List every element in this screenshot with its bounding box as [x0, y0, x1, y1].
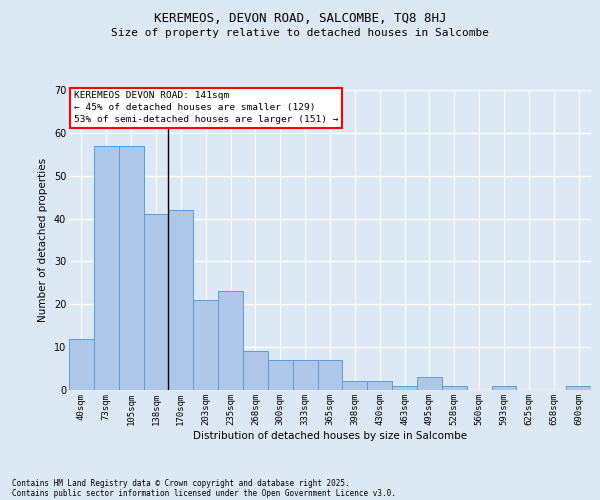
Text: KEREMEOS, DEVON ROAD, SALCOMBE, TQ8 8HJ: KEREMEOS, DEVON ROAD, SALCOMBE, TQ8 8HJ	[154, 12, 446, 26]
Bar	[218, 292, 243, 390]
Bar	[293, 360, 317, 390]
Y-axis label: Number of detached properties: Number of detached properties	[38, 158, 48, 322]
Text: Contains public sector information licensed under the Open Government Licence v3: Contains public sector information licen…	[12, 488, 396, 498]
Bar	[367, 382, 392, 390]
Text: Size of property relative to detached houses in Salcombe: Size of property relative to detached ho…	[111, 28, 489, 38]
X-axis label: Distribution of detached houses by size in Salcombe: Distribution of detached houses by size …	[193, 430, 467, 440]
Bar	[69, 338, 94, 390]
Bar	[417, 377, 442, 390]
Text: KEREMEOS DEVON ROAD: 141sqm
← 45% of detached houses are smaller (129)
53% of se: KEREMEOS DEVON ROAD: 141sqm ← 45% of det…	[74, 92, 339, 124]
Bar	[442, 386, 467, 390]
Bar	[566, 386, 591, 390]
Bar	[119, 146, 143, 390]
Bar	[169, 210, 193, 390]
Bar	[317, 360, 343, 390]
Bar	[392, 386, 417, 390]
Text: Contains HM Land Registry data © Crown copyright and database right 2025.: Contains HM Land Registry data © Crown c…	[12, 478, 350, 488]
Bar	[268, 360, 293, 390]
Bar	[343, 382, 367, 390]
Bar	[243, 352, 268, 390]
Bar	[491, 386, 517, 390]
Bar	[143, 214, 169, 390]
Bar	[193, 300, 218, 390]
Bar	[94, 146, 119, 390]
